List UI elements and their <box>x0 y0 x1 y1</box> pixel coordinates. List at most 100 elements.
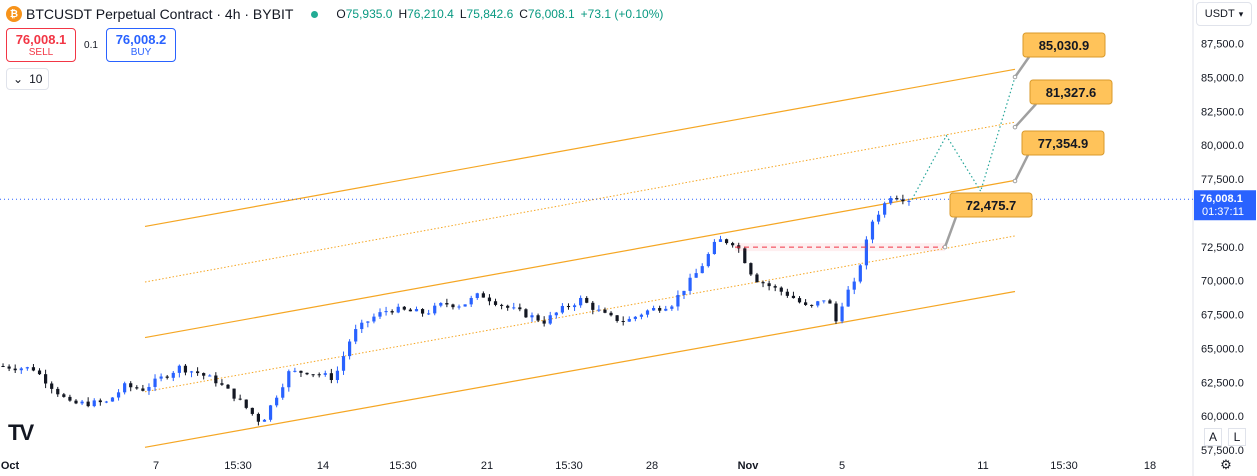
candle-body <box>98 400 102 403</box>
candle-body <box>402 306 406 310</box>
candle-body <box>250 407 254 414</box>
price-label-box <box>1022 32 1106 58</box>
candle-body <box>591 302 595 310</box>
candle-body <box>372 316 376 322</box>
candle-body <box>37 370 42 375</box>
candle-body <box>870 221 875 240</box>
symbol-title[interactable]: BTCUSDT Perpetual Contract · 4h · BYBIT <box>26 6 294 22</box>
candle-body <box>785 291 789 296</box>
candle-body <box>682 290 686 295</box>
candle-body <box>366 321 370 323</box>
candle-body <box>493 301 498 305</box>
candle-body <box>487 297 492 302</box>
candle-body <box>414 309 419 312</box>
candle-body <box>797 298 802 303</box>
candle-body <box>147 386 151 391</box>
callout-anchor <box>1012 178 1018 184</box>
candle-body <box>822 300 826 302</box>
candle-body <box>554 312 558 316</box>
candle-body <box>779 287 783 292</box>
candle-body <box>901 199 905 202</box>
quantity-selector[interactable]: ⌄ 10 <box>6 68 50 90</box>
candle-body <box>652 308 656 311</box>
channel-line-mid <box>144 179 1016 339</box>
ohlc-readout: O75,935.0 H76,210.4 L75,842.6 C76,008.1 … <box>336 7 664 21</box>
gear-icon[interactable]: ⚙ <box>1220 457 1232 472</box>
candle-body <box>129 383 133 388</box>
candle-body <box>74 400 78 404</box>
candle-body <box>86 401 90 407</box>
candle-body <box>670 306 674 309</box>
price-labels: 85,030.9 81,327.6 77,354.9 72,475.7 <box>942 32 1113 250</box>
channel-line-lower_quarter <box>144 235 1016 393</box>
candle-body <box>724 239 729 244</box>
candle-body <box>512 307 516 309</box>
candle-body <box>25 367 29 369</box>
y-tick-label: 87,500.0 <box>1201 39 1244 51</box>
candle-body <box>31 367 36 371</box>
candle-body <box>645 310 650 315</box>
sell-button[interactable]: 76,008.1 SELL <box>6 28 76 62</box>
candle-body <box>427 313 431 315</box>
candle-body <box>840 306 844 322</box>
auto-scale-button[interactable]: A <box>1204 428 1222 446</box>
candle-body <box>433 305 437 314</box>
y-tick-label: 85,000.0 <box>1201 72 1244 84</box>
x-tick-label: 15:30 <box>389 460 417 472</box>
candle-body <box>566 305 571 308</box>
candle-body <box>463 304 467 307</box>
candle-body <box>579 297 583 306</box>
candle-body <box>694 273 698 278</box>
y-tick-label: 60,000.0 <box>1201 411 1244 423</box>
dashed-level-zone <box>735 243 945 252</box>
projection-path <box>0 76 1193 252</box>
x-tick-label: 28 <box>646 460 658 472</box>
candle-body <box>7 366 11 369</box>
candle-body <box>196 371 200 374</box>
candle-body <box>718 239 723 242</box>
candle-body <box>110 397 115 402</box>
candle-body <box>688 277 692 291</box>
candle-body <box>858 265 862 282</box>
price-label-text: 72,475.7 <box>966 198 1017 213</box>
candle-body <box>141 388 145 391</box>
candle-body <box>420 309 425 314</box>
price-axis: 57,500.0 60,000.0 62,500.0 65,000.0 67,500.0… <box>1194 39 1256 457</box>
candle-body <box>518 307 522 310</box>
candle-body <box>19 368 23 371</box>
tradingview-logo: TV <box>8 420 34 445</box>
candle-body <box>171 372 175 378</box>
x-tick-label: 15:30 <box>224 460 252 472</box>
callout-stem <box>943 216 958 248</box>
candle-body <box>189 371 194 373</box>
candle-body <box>56 388 60 395</box>
candle-body <box>852 281 856 290</box>
candle-body <box>664 308 668 311</box>
candle-body <box>238 398 242 400</box>
currency-selector[interactable]: USDT ▾ <box>1196 2 1252 26</box>
candle-body <box>62 394 66 397</box>
candle-body <box>135 387 139 389</box>
candle-body <box>585 297 589 303</box>
candle-body <box>603 309 607 313</box>
x-tick-label: 11 <box>977 460 988 472</box>
candle-body <box>317 374 321 376</box>
y-tick-label: 67,500.0 <box>1201 310 1244 322</box>
channel-line-upper <box>144 68 1016 228</box>
candle-body <box>439 303 443 306</box>
candle-body <box>305 372 309 375</box>
candle-body <box>44 374 48 384</box>
candle-body <box>749 263 753 275</box>
candle-body <box>883 203 887 215</box>
candle-body <box>615 315 619 321</box>
candle-body <box>116 392 121 398</box>
candle-body <box>329 373 333 381</box>
candle-body <box>445 303 449 305</box>
candle-body <box>335 370 340 381</box>
buy-button[interactable]: 76,008.2 BUY <box>106 28 176 62</box>
price-label-box <box>1021 130 1105 156</box>
log-scale-button[interactable]: L <box>1228 428 1246 446</box>
x-tick-label: 5 <box>839 460 845 472</box>
candle-body <box>275 397 279 406</box>
